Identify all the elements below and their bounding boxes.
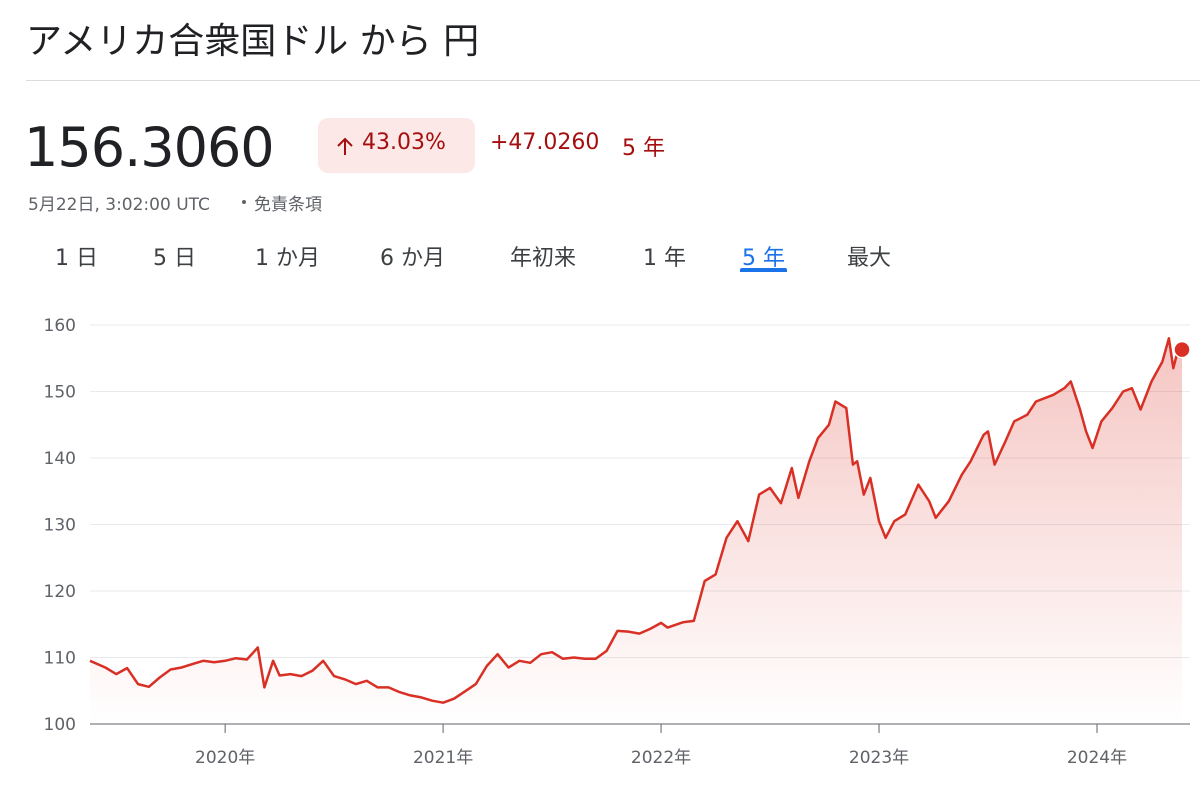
y-tick-label: 110 <box>44 649 76 669</box>
change-period: 5 年 <box>622 136 665 161</box>
range-tab[interactable]: 最大 <box>847 246 892 271</box>
y-tick-label: 160 <box>44 316 76 336</box>
separator-dot <box>242 200 246 204</box>
range-tab[interactable]: 1 日 <box>55 246 98 271</box>
x-tick-label: 2022年 <box>631 748 691 768</box>
disclaimer-link[interactable]: 免責条項 <box>254 195 322 215</box>
tab-underline <box>740 268 787 272</box>
change-badge <box>318 118 475 173</box>
x-tick-label: 2023年 <box>849 748 909 768</box>
change-value: +47.0260 <box>490 130 600 155</box>
range-tab[interactable]: 年初来 <box>510 246 577 271</box>
last-point <box>1173 340 1191 359</box>
change-percent: 43.03% <box>362 130 446 155</box>
y-tick-label: 100 <box>44 715 76 735</box>
range-tab[interactable]: 1 か月 <box>255 246 320 271</box>
y-tick-label: 120 <box>44 582 76 602</box>
y-tick-label: 150 <box>44 383 76 403</box>
x-tick-label: 2021年 <box>413 748 473 768</box>
line <box>89 337 1183 704</box>
range-tab[interactable]: 5 年 <box>742 246 785 271</box>
x-tick-label: 2020年 <box>195 748 255 768</box>
area <box>90 338 1182 724</box>
up-arrow-icon <box>337 137 353 155</box>
timestamp: 5月22日, 3:02:00 UTC <box>28 195 210 215</box>
title: アメリカ合衆国ドル から 円 <box>26 21 480 62</box>
y-tick-label: 140 <box>44 449 76 469</box>
range-tab[interactable]: 5 日 <box>153 246 196 271</box>
price: 156.3060 <box>24 116 275 179</box>
range-tab[interactable]: 1 年 <box>643 246 686 271</box>
y-tick-label: 130 <box>44 516 76 536</box>
range-tab[interactable]: 6 か月 <box>380 246 445 271</box>
divider <box>26 80 1200 81</box>
x-tick-label: 2024年 <box>1067 748 1127 768</box>
